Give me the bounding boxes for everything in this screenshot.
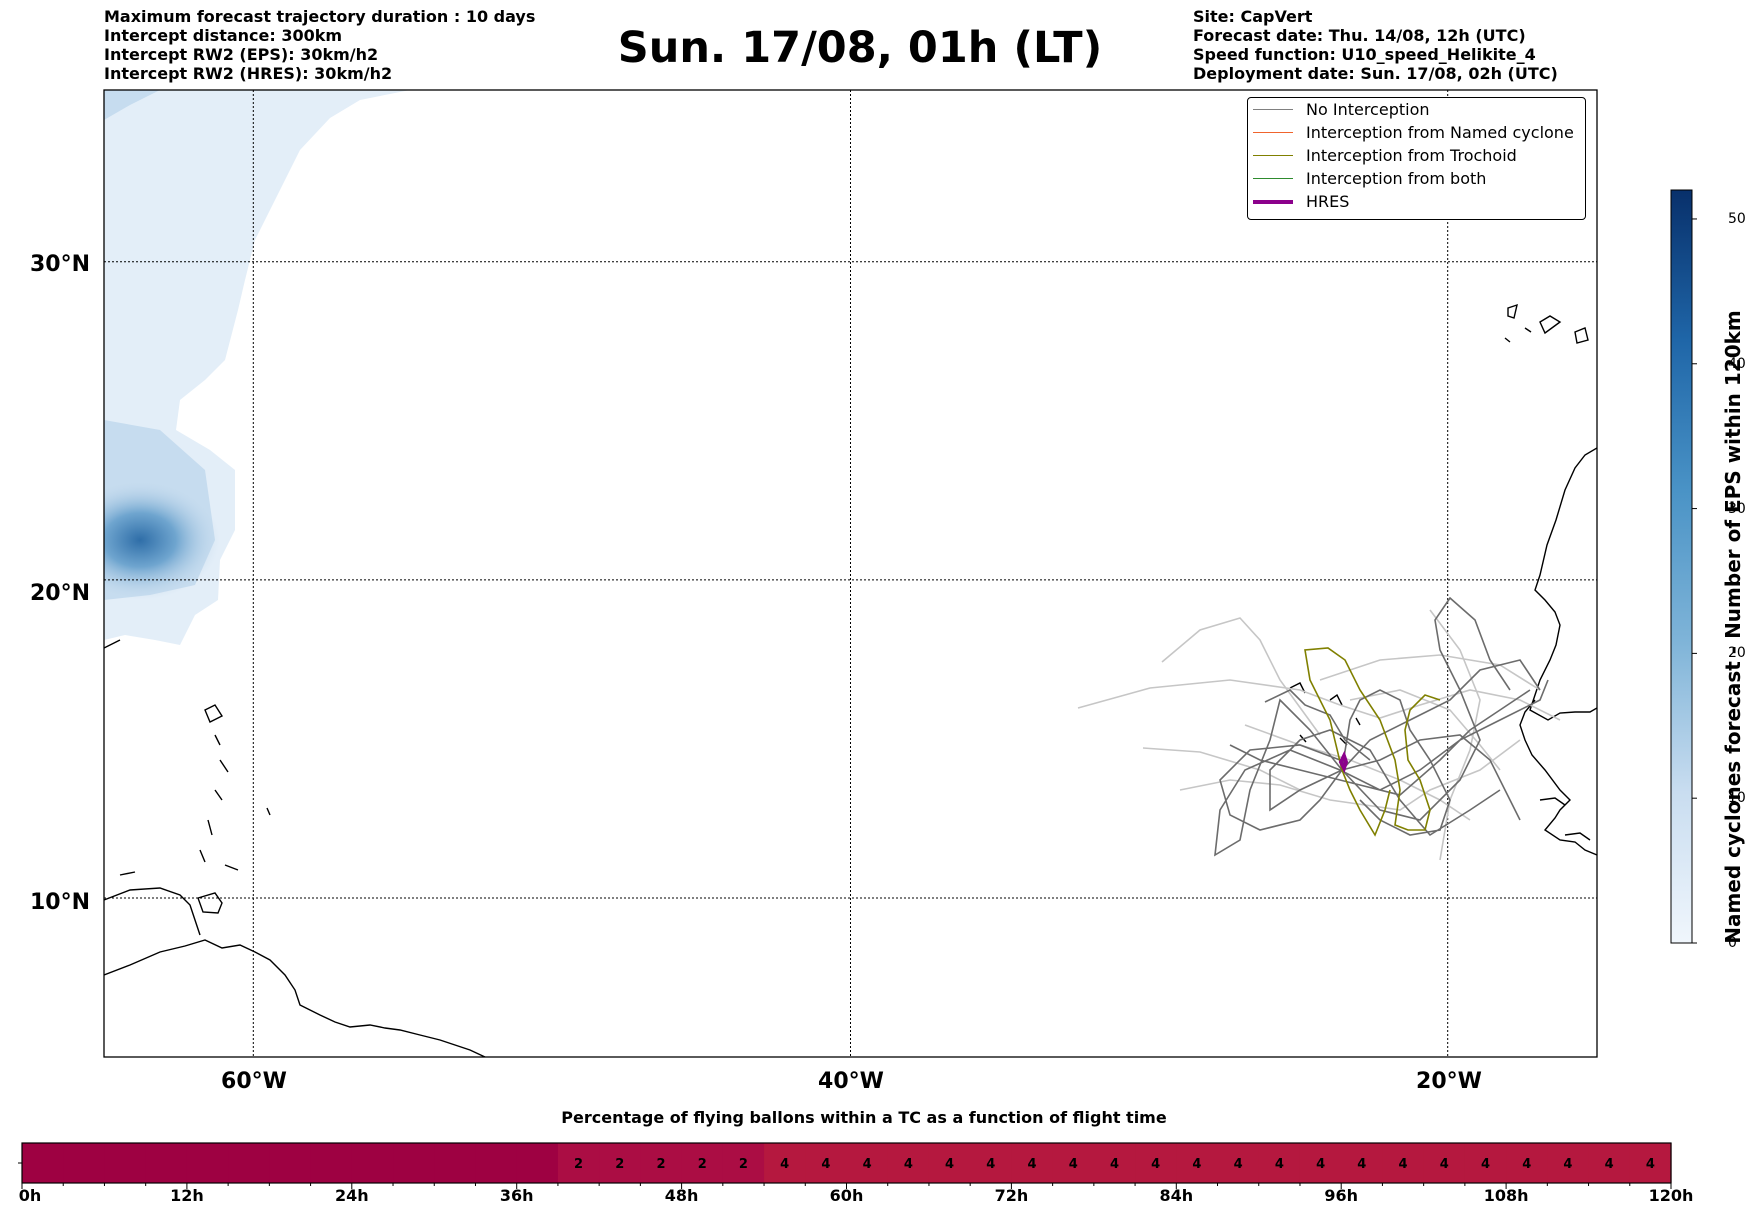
coast-guinea-bissau <box>1539 797 1591 841</box>
strip-tick-24h: 24h <box>334 1186 369 1205</box>
colorbar-label: Named cyclones forecast - Number of EPS … <box>1721 310 1745 944</box>
strip-tick-60h: 60h <box>829 1186 864 1205</box>
strip-tick-72h: 72h <box>994 1186 1029 1205</box>
info-rw2-hres: Intercept RW2 (HRES): 30km/h2 <box>104 64 393 83</box>
strip-tick-120h: 120h <box>1648 1186 1694 1205</box>
colorbar-tick-40: 40 <box>1728 355 1746 372</box>
coast-south-america <box>104 939 486 1057</box>
colorbar-tick-10: 10 <box>1728 790 1746 807</box>
info-forecast-date: Forecast date: Thu. 14/08, 12h (UTC) <box>1193 26 1526 45</box>
coast-cape-verde <box>1289 682 1361 746</box>
legend-label-hres: HRES <box>1306 192 1350 211</box>
legend-swatch-no-interception <box>1253 109 1293 110</box>
strip-tick-108h: 108h <box>1483 1186 1529 1205</box>
lat-label-30n: 30°N <box>29 252 90 277</box>
coast-antilles <box>119 704 271 876</box>
lon-label-20w: 20°W <box>1416 1069 1482 1094</box>
colorbar-tick-50: 50 <box>1728 210 1746 227</box>
map-legend: No Interception Interception from Named … <box>1247 97 1586 220</box>
legend-label-named-cyclone: Interception from Named cyclone <box>1306 123 1574 142</box>
coast-cuba-edge <box>104 639 121 649</box>
trajectory-dark <box>1214 596 1549 857</box>
colorbar-tick-20: 20 <box>1728 645 1746 662</box>
strip-title: Percentage of flying ballons within a TC… <box>561 1108 1167 1127</box>
lon-label-40w: 40°W <box>818 1069 884 1094</box>
coast-africa-west <box>1529 447 1597 721</box>
legend-swatch-hres <box>1253 200 1293 204</box>
info-left: Maximum forecast trajectory duration : 1… <box>104 7 535 83</box>
graticule <box>104 90 1597 1057</box>
strip-tick-12h: 12h <box>170 1186 204 1205</box>
strip-tick-0h: 0h <box>18 1186 42 1205</box>
colorbar-tick-30: 30 <box>1728 500 1746 517</box>
info-intercept-distance: Intercept distance: 300km <box>104 26 343 45</box>
legend-label-trochoid: Interception from Trochoid <box>1306 146 1517 165</box>
info-deployment-date: Deployment date: Sun. 17/08, 02h (UTC) <box>1193 64 1558 83</box>
info-speed-function: Speed function: U10_speed_Helikite_4 <box>1193 45 1536 64</box>
trajectory-trochoid <box>1304 647 1441 837</box>
legend-swatch-both <box>1253 178 1293 179</box>
legend-swatch-trochoid <box>1253 155 1293 156</box>
info-right: Site: CapVert Forecast date: Thu. 14/08,… <box>1193 7 1558 83</box>
legend-label-no-interception: No Interception <box>1306 100 1430 119</box>
coastlines <box>104 303 1597 1057</box>
strip-tick-84h: 84h <box>1159 1186 1194 1205</box>
legend-label-both: Interception from both <box>1306 169 1487 188</box>
main-title: Sun. 17/08, 01h (LT) <box>617 23 1103 73</box>
trajectory-hres <box>1338 750 1349 774</box>
strip-tick-48h: 48h <box>664 1186 699 1205</box>
colorbar-tick-0: 0 <box>1728 935 1737 951</box>
cyclone-density-mid <box>104 90 160 120</box>
trajectories <box>1077 596 1561 861</box>
coast-trinidad <box>197 892 223 914</box>
lon-label-60w: 60°W <box>221 1069 287 1094</box>
coast-venezuela-north <box>104 887 201 936</box>
strip-tick-96h: 96h <box>1324 1186 1359 1205</box>
strip-tick-36h: 36h <box>499 1186 534 1205</box>
coast-canaries <box>1504 303 1589 344</box>
lat-label-20n: 20°N <box>29 581 90 606</box>
info-rw2-eps: Intercept RW2 (EPS): 30km/h2 <box>104 45 379 64</box>
map-plot-area <box>104 90 1597 1057</box>
trajectory-light <box>1077 609 1561 861</box>
info-site: Site: CapVert <box>1193 7 1313 26</box>
coast-africa-south <box>1519 699 1597 856</box>
legend-swatch-named-cyclone <box>1253 132 1293 133</box>
cyclone-density-core <box>104 480 220 600</box>
lat-label-10n: 10°N <box>29 890 90 915</box>
map-frame <box>103 89 1598 1058</box>
info-duration: Maximum forecast trajectory duration : 1… <box>104 7 536 26</box>
